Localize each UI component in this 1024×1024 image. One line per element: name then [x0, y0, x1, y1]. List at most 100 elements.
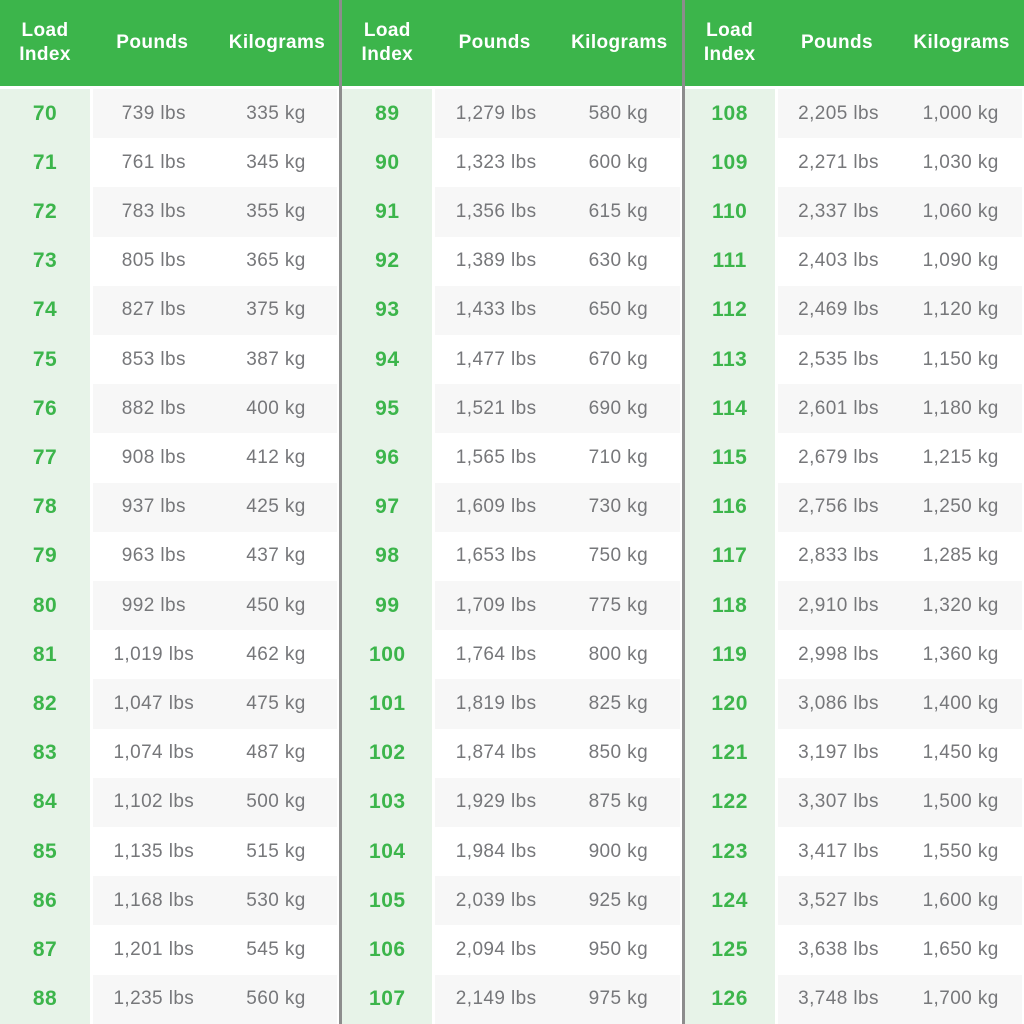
load-index-cell: 76: [0, 384, 90, 434]
table-row: 70 739 lbs 335 kg: [0, 89, 340, 139]
table-row: 118 2,910 lbs 1,320 kg: [684, 581, 1024, 631]
header-kilograms: Kilograms: [571, 32, 668, 54]
load-index-cell: 91: [342, 187, 433, 237]
kilograms-cell: 775 kg: [556, 581, 682, 631]
pounds-cell: 1,323 lbs: [432, 138, 557, 188]
load-index-cell: 121: [684, 728, 775, 778]
load-index-cell: 99: [342, 581, 433, 631]
load-index-cell: 98: [342, 531, 433, 582]
table-row: 78 937 lbs 425 kg: [0, 482, 340, 532]
kilograms-cell: 375 kg: [214, 285, 340, 336]
table-row: 108 2,205 lbs 1,000 kg: [684, 89, 1024, 139]
kilograms-cell: 825 kg: [556, 679, 682, 729]
load-index-cell: 124: [684, 876, 775, 926]
pounds-cell: 1,929 lbs: [432, 777, 557, 828]
table-body: 70 739 lbs 335 kg 71 761 lbs 345 kg 72 7…: [0, 89, 340, 1024]
pounds-cell: 2,271 lbs: [774, 138, 900, 188]
kilograms-cell: 560 kg: [214, 974, 340, 1024]
table-row: 119 2,998 lbs 1,360 kg: [684, 630, 1024, 680]
pounds-cell: 3,527 lbs: [774, 876, 900, 926]
table-group: Load Index Pounds Kilograms 108 2,205 lb…: [684, 0, 1024, 1024]
load-index-cell: 95: [342, 384, 433, 434]
load-index-cell: 84: [0, 777, 90, 828]
pounds-cell: 739 lbs: [90, 89, 215, 139]
header-pounds: Pounds: [116, 32, 189, 54]
table-row: 104 1,984 lbs 900 kg: [342, 827, 682, 877]
kilograms-cell: 365 kg: [214, 236, 340, 286]
pounds-cell: 1,653 lbs: [432, 531, 557, 582]
load-index-cell: 70: [0, 89, 90, 139]
pounds-cell: 1,609 lbs: [432, 482, 557, 532]
table-body: 108 2,205 lbs 1,000 kg 109 2,271 lbs 1,0…: [684, 89, 1024, 1024]
table-row: 74 827 lbs 375 kg: [0, 285, 340, 336]
pounds-cell: 1,235 lbs: [90, 974, 215, 1024]
table-row: 76 882 lbs 400 kg: [0, 384, 340, 434]
kilograms-cell: 750 kg: [556, 531, 682, 582]
load-index-cell: 90: [342, 138, 433, 188]
table-row: 81 1,019 lbs 462 kg: [0, 630, 340, 680]
load-index-cell: 89: [342, 89, 433, 139]
table-row: 79 963 lbs 437 kg: [0, 531, 340, 582]
load-index-cell: 108: [684, 89, 775, 139]
load-index-cell: 97: [342, 482, 433, 532]
kilograms-cell: 1,180 kg: [899, 384, 1024, 434]
load-index-cell: 83: [0, 728, 90, 778]
table-row: 102 1,874 lbs 850 kg: [342, 728, 682, 778]
table-row: 107 2,149 lbs 975 kg: [342, 974, 682, 1024]
load-index-cell: 122: [684, 777, 775, 828]
table-row: 121 3,197 lbs 1,450 kg: [684, 728, 1024, 778]
pounds-cell: 963 lbs: [90, 531, 215, 582]
header-pounds: Pounds: [800, 32, 874, 54]
pounds-cell: 3,197 lbs: [774, 728, 900, 778]
table-row: 103 1,929 lbs 875 kg: [342, 777, 682, 828]
load-index-cell: 73: [0, 236, 90, 286]
load-index-cell: 117: [684, 531, 775, 582]
table-row: 72 783 lbs 355 kg: [0, 187, 340, 237]
kilograms-cell: 450 kg: [214, 581, 340, 631]
pounds-cell: 2,910 lbs: [774, 581, 900, 631]
load-index-cell: 105: [342, 876, 433, 926]
pounds-cell: 1,764 lbs: [432, 630, 557, 680]
table-row: 93 1,433 lbs 650 kg: [342, 285, 682, 336]
table-header: Load Index Pounds Kilograms: [342, 0, 682, 86]
table-row: 92 1,389 lbs 630 kg: [342, 236, 682, 286]
load-index-cell: 123: [684, 827, 775, 877]
load-index-cell: 81: [0, 630, 90, 680]
table-header: Load Index Pounds Kilograms: [684, 0, 1024, 86]
pounds-cell: 1,709 lbs: [432, 581, 557, 631]
load-index-cell: 102: [342, 728, 433, 778]
load-index-cell: 107: [342, 974, 433, 1024]
load-index-cell: 103: [342, 777, 433, 828]
kilograms-cell: 1,060 kg: [899, 187, 1024, 237]
header-kilograms: Kilograms: [913, 32, 1010, 54]
pounds-cell: 783 lbs: [90, 187, 215, 237]
kilograms-cell: 1,600 kg: [899, 876, 1024, 926]
load-index-cell: 100: [342, 630, 433, 680]
pounds-cell: 2,756 lbs: [774, 482, 900, 532]
pounds-cell: 2,535 lbs: [774, 335, 900, 385]
load-index-cell: 82: [0, 679, 90, 729]
pounds-cell: 1,168 lbs: [90, 876, 215, 926]
pounds-cell: 1,102 lbs: [90, 777, 215, 828]
load-index-cell: 111: [684, 236, 775, 286]
load-index-cell: 93: [342, 285, 433, 336]
table-row: 80 992 lbs 450 kg: [0, 581, 340, 631]
table-row: 101 1,819 lbs 825 kg: [342, 679, 682, 729]
header-load-index: Load Index: [19, 20, 71, 65]
kilograms-cell: 1,550 kg: [899, 827, 1024, 877]
load-index-cell: 80: [0, 581, 90, 631]
kilograms-cell: 1,320 kg: [899, 581, 1024, 631]
table-row: 126 3,748 lbs 1,700 kg: [684, 974, 1024, 1024]
kilograms-cell: 1,400 kg: [899, 679, 1024, 729]
table-row: 115 2,679 lbs 1,215 kg: [684, 433, 1024, 483]
table-row: 77 908 lbs 412 kg: [0, 433, 340, 483]
kilograms-cell: 710 kg: [556, 433, 682, 483]
table-row: 97 1,609 lbs 730 kg: [342, 482, 682, 532]
table-row: 110 2,337 lbs 1,060 kg: [684, 187, 1024, 237]
kilograms-cell: 615 kg: [556, 187, 682, 237]
kilograms-cell: 335 kg: [214, 89, 340, 139]
pounds-cell: 1,521 lbs: [432, 384, 557, 434]
kilograms-cell: 690 kg: [556, 384, 682, 434]
pounds-cell: 3,638 lbs: [774, 925, 900, 975]
load-index-cell: 109: [684, 138, 775, 188]
